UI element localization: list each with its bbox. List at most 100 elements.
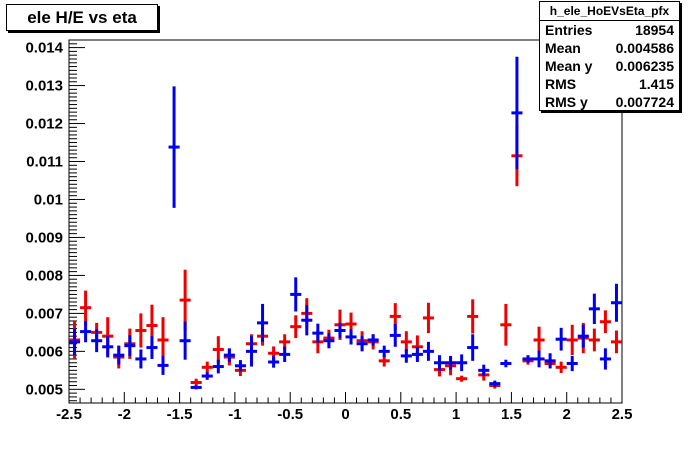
- plot-title: ele H/E vs eta: [6, 4, 158, 31]
- y-tick-label: 0.009: [25, 229, 63, 246]
- data-point-blue: [533, 350, 545, 368]
- data-point-blue: [135, 349, 147, 369]
- data-point-red: [290, 315, 302, 339]
- data-point-blue: [522, 355, 534, 363]
- y-tick-label: 0.006: [25, 343, 63, 360]
- stats-label: RMS y: [545, 94, 588, 110]
- stats-box: h_ele_HoEVsEta_pfx Entries 18954 Mean 0.…: [539, 1, 680, 111]
- x-tick-label: 2.5: [612, 406, 633, 423]
- data-point-blue: [234, 360, 246, 372]
- stats-label: RMS: [545, 76, 577, 92]
- data-point-blue: [544, 353, 556, 369]
- stats-value: 1.415: [638, 76, 674, 92]
- stats-row-entries: Entries 18954: [540, 21, 679, 39]
- y-axis: 0.005 0.006 0.007 0.008 0.009 0.01 0.011 0.012 0…: [25, 39, 85, 402]
- y-tick-label: 0.011: [26, 154, 63, 171]
- data-point-blue: [113, 345, 125, 365]
- data-point-red: [588, 328, 600, 352]
- data-point-red: [555, 361, 567, 374]
- stats-row-mean: Mean 0.004586: [540, 39, 679, 57]
- data-point-blue: [422, 341, 434, 361]
- data-point-red: [467, 299, 479, 334]
- stats-value: 0.004586: [615, 40, 674, 56]
- y-tick-label: 0.007: [25, 305, 63, 322]
- data-point-red: [80, 290, 92, 325]
- data-point-blue: [345, 329, 357, 345]
- data-point-blue: [500, 359, 512, 368]
- x-tick-label: 2: [563, 406, 571, 423]
- data-point-blue: [124, 335, 136, 357]
- data-point-blue: [599, 348, 611, 370]
- data-point-red: [456, 375, 468, 382]
- data-point-blue: [279, 346, 291, 362]
- data-point-blue: [301, 305, 313, 336]
- stats-value: 18954: [635, 22, 674, 38]
- data-point-blue: [588, 293, 600, 325]
- data-point-red: [212, 336, 224, 363]
- y-tick-label: 0.008: [25, 267, 63, 284]
- data-point-blue: [489, 380, 501, 387]
- x-tick-label: 0.5: [390, 406, 411, 423]
- data-point-blue: [411, 346, 423, 362]
- stats-row-rms: RMS 1.415: [540, 75, 679, 93]
- data-point-blue: [323, 333, 335, 349]
- data-point-blue: [456, 354, 468, 372]
- data-point-red: [566, 324, 578, 356]
- x-tick-label: -0.5: [277, 406, 303, 423]
- stats-label: Mean: [545, 40, 581, 56]
- data-point-blue: [80, 320, 92, 343]
- stats-row-rms-y: RMS y 0.007724: [540, 93, 679, 111]
- stats-row-mean-y: Mean y 0.006235: [540, 57, 679, 75]
- data-point-blue: [257, 303, 269, 342]
- x-tick-label: -1.5: [167, 406, 193, 423]
- data-point-blue: [190, 385, 202, 390]
- stats-value: 0.007724: [615, 94, 674, 110]
- y-tick-label: 0.012: [25, 116, 63, 133]
- data-point-red: [190, 378, 202, 387]
- data-point-blue: [223, 348, 235, 362]
- data-point-blue: [157, 355, 169, 375]
- y-tick-label: 0.01: [34, 191, 63, 208]
- stats-histogram-name: h_ele_HoEVsEta_pfx: [540, 2, 679, 21]
- x-tick-label: 1.5: [501, 406, 522, 423]
- data-point-blue: [91, 329, 103, 353]
- data-point-blue: [69, 328, 81, 356]
- x-tick-label: 1: [452, 406, 460, 423]
- data-point-blue: [577, 324, 589, 348]
- data-point-red: [201, 361, 213, 374]
- data-point-blue: [146, 336, 158, 359]
- data-point-blue: [555, 327, 567, 351]
- data-point-blue: [179, 321, 191, 360]
- data-point-red: [533, 326, 545, 354]
- data-point-red: [135, 313, 147, 348]
- stats-label: Mean y: [545, 58, 593, 74]
- data-point-blue: [378, 345, 390, 358]
- data-point-blue: [610, 283, 622, 322]
- x-tick-label: 0: [341, 406, 349, 423]
- data-point-blue: [212, 359, 224, 374]
- y-tick-label: 0.005: [25, 381, 63, 398]
- stats-value: 0.006235: [615, 58, 674, 74]
- data-point-red: [179, 269, 191, 331]
- data-point-blue: [433, 355, 446, 371]
- stats-label: Entries: [545, 22, 593, 38]
- x-axis: -2.5 -2 -1.5 -1 -0.5 0 0.5 1 1.5 2 2.5: [56, 392, 632, 423]
- data-point-blue: [168, 86, 180, 208]
- data-point-blue: [245, 336, 258, 367]
- x-tick-label: -2: [118, 406, 131, 423]
- data-point-blue: [367, 334, 379, 346]
- data-point-red: [500, 303, 512, 346]
- data-point-blue: [445, 355, 457, 370]
- data-point-blue: [511, 56, 523, 170]
- data-point-red: [400, 331, 412, 353]
- series-blue: [69, 56, 622, 390]
- data-point-blue: [268, 356, 280, 368]
- data-point-blue: [400, 349, 412, 363]
- data-point-blue: [467, 334, 479, 361]
- y-tick-label: 0.013: [25, 78, 63, 95]
- data-point-blue: [102, 336, 114, 358]
- data-point-blue: [356, 336, 368, 352]
- data-point-blue: [389, 324, 401, 347]
